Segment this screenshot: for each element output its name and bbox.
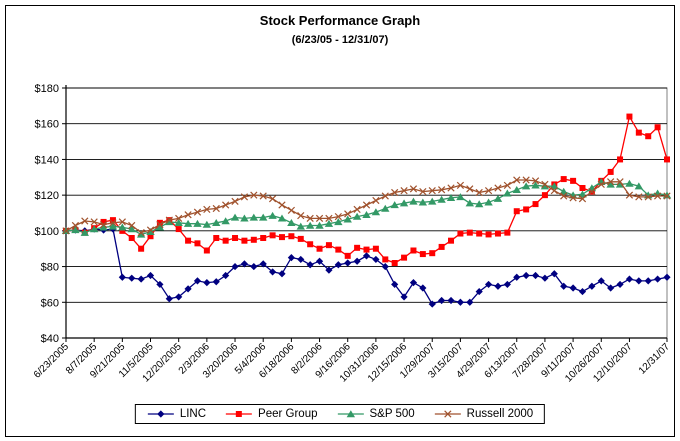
legend-item-sp500: S&P 500 [336, 408, 415, 420]
legend-label-sp500: S&P 500 [369, 408, 415, 420]
legend: LINC Peer Group S&P 500 Russell 2000 [134, 404, 546, 424]
y-tick-label: $100 [35, 226, 59, 238]
x-tick-label: 12/31/07 [637, 341, 673, 377]
legend-label-peer-group: Peer Group [258, 408, 318, 420]
series-lines [61, 113, 672, 308]
gridlines [65, 85, 668, 339]
series-linc [62, 225, 671, 308]
y-axis-labels: $40 $60 $80 $100 $120 $140 $160 $180 [35, 83, 66, 345]
peer-group-square-marker-icon [226, 411, 253, 417]
legend-item-russell2000: Russell 2000 [434, 408, 533, 420]
series-russell-2000 [62, 176, 671, 237]
y-tick-label: $140 [35, 154, 59, 166]
chart-title: Stock Performance Graph [260, 13, 420, 28]
legend-item-peer-group: Peer Group [225, 408, 317, 420]
legend-label-russell2000: Russell 2000 [466, 408, 534, 420]
x-axis-labels: 6/23/20058/7/20059/21/200511/5/200512/20… [32, 338, 673, 385]
y-tick-label: $80 [41, 262, 59, 274]
linc-diamond-marker-icon [147, 410, 174, 418]
sp500-triangle-marker-icon [337, 410, 364, 418]
chart-border [5, 5, 675, 437]
chart-subtitle: (6/23/05 - 12/31/07) [292, 34, 389, 46]
y-tick-label: $60 [41, 297, 59, 309]
y-tick-label: $40 [41, 333, 59, 345]
y-tick-label: $180 [35, 83, 59, 95]
x-tick-label: 6/23/2005 [32, 341, 72, 381]
y-tick-label: $160 [35, 119, 59, 131]
series-peer-group [63, 113, 670, 266]
y-tick-label: $120 [35, 190, 59, 202]
legend-item-linc: LINC [147, 408, 206, 420]
legend-label-linc: LINC [179, 408, 207, 420]
russell2000-x-marker-icon [434, 410, 461, 418]
